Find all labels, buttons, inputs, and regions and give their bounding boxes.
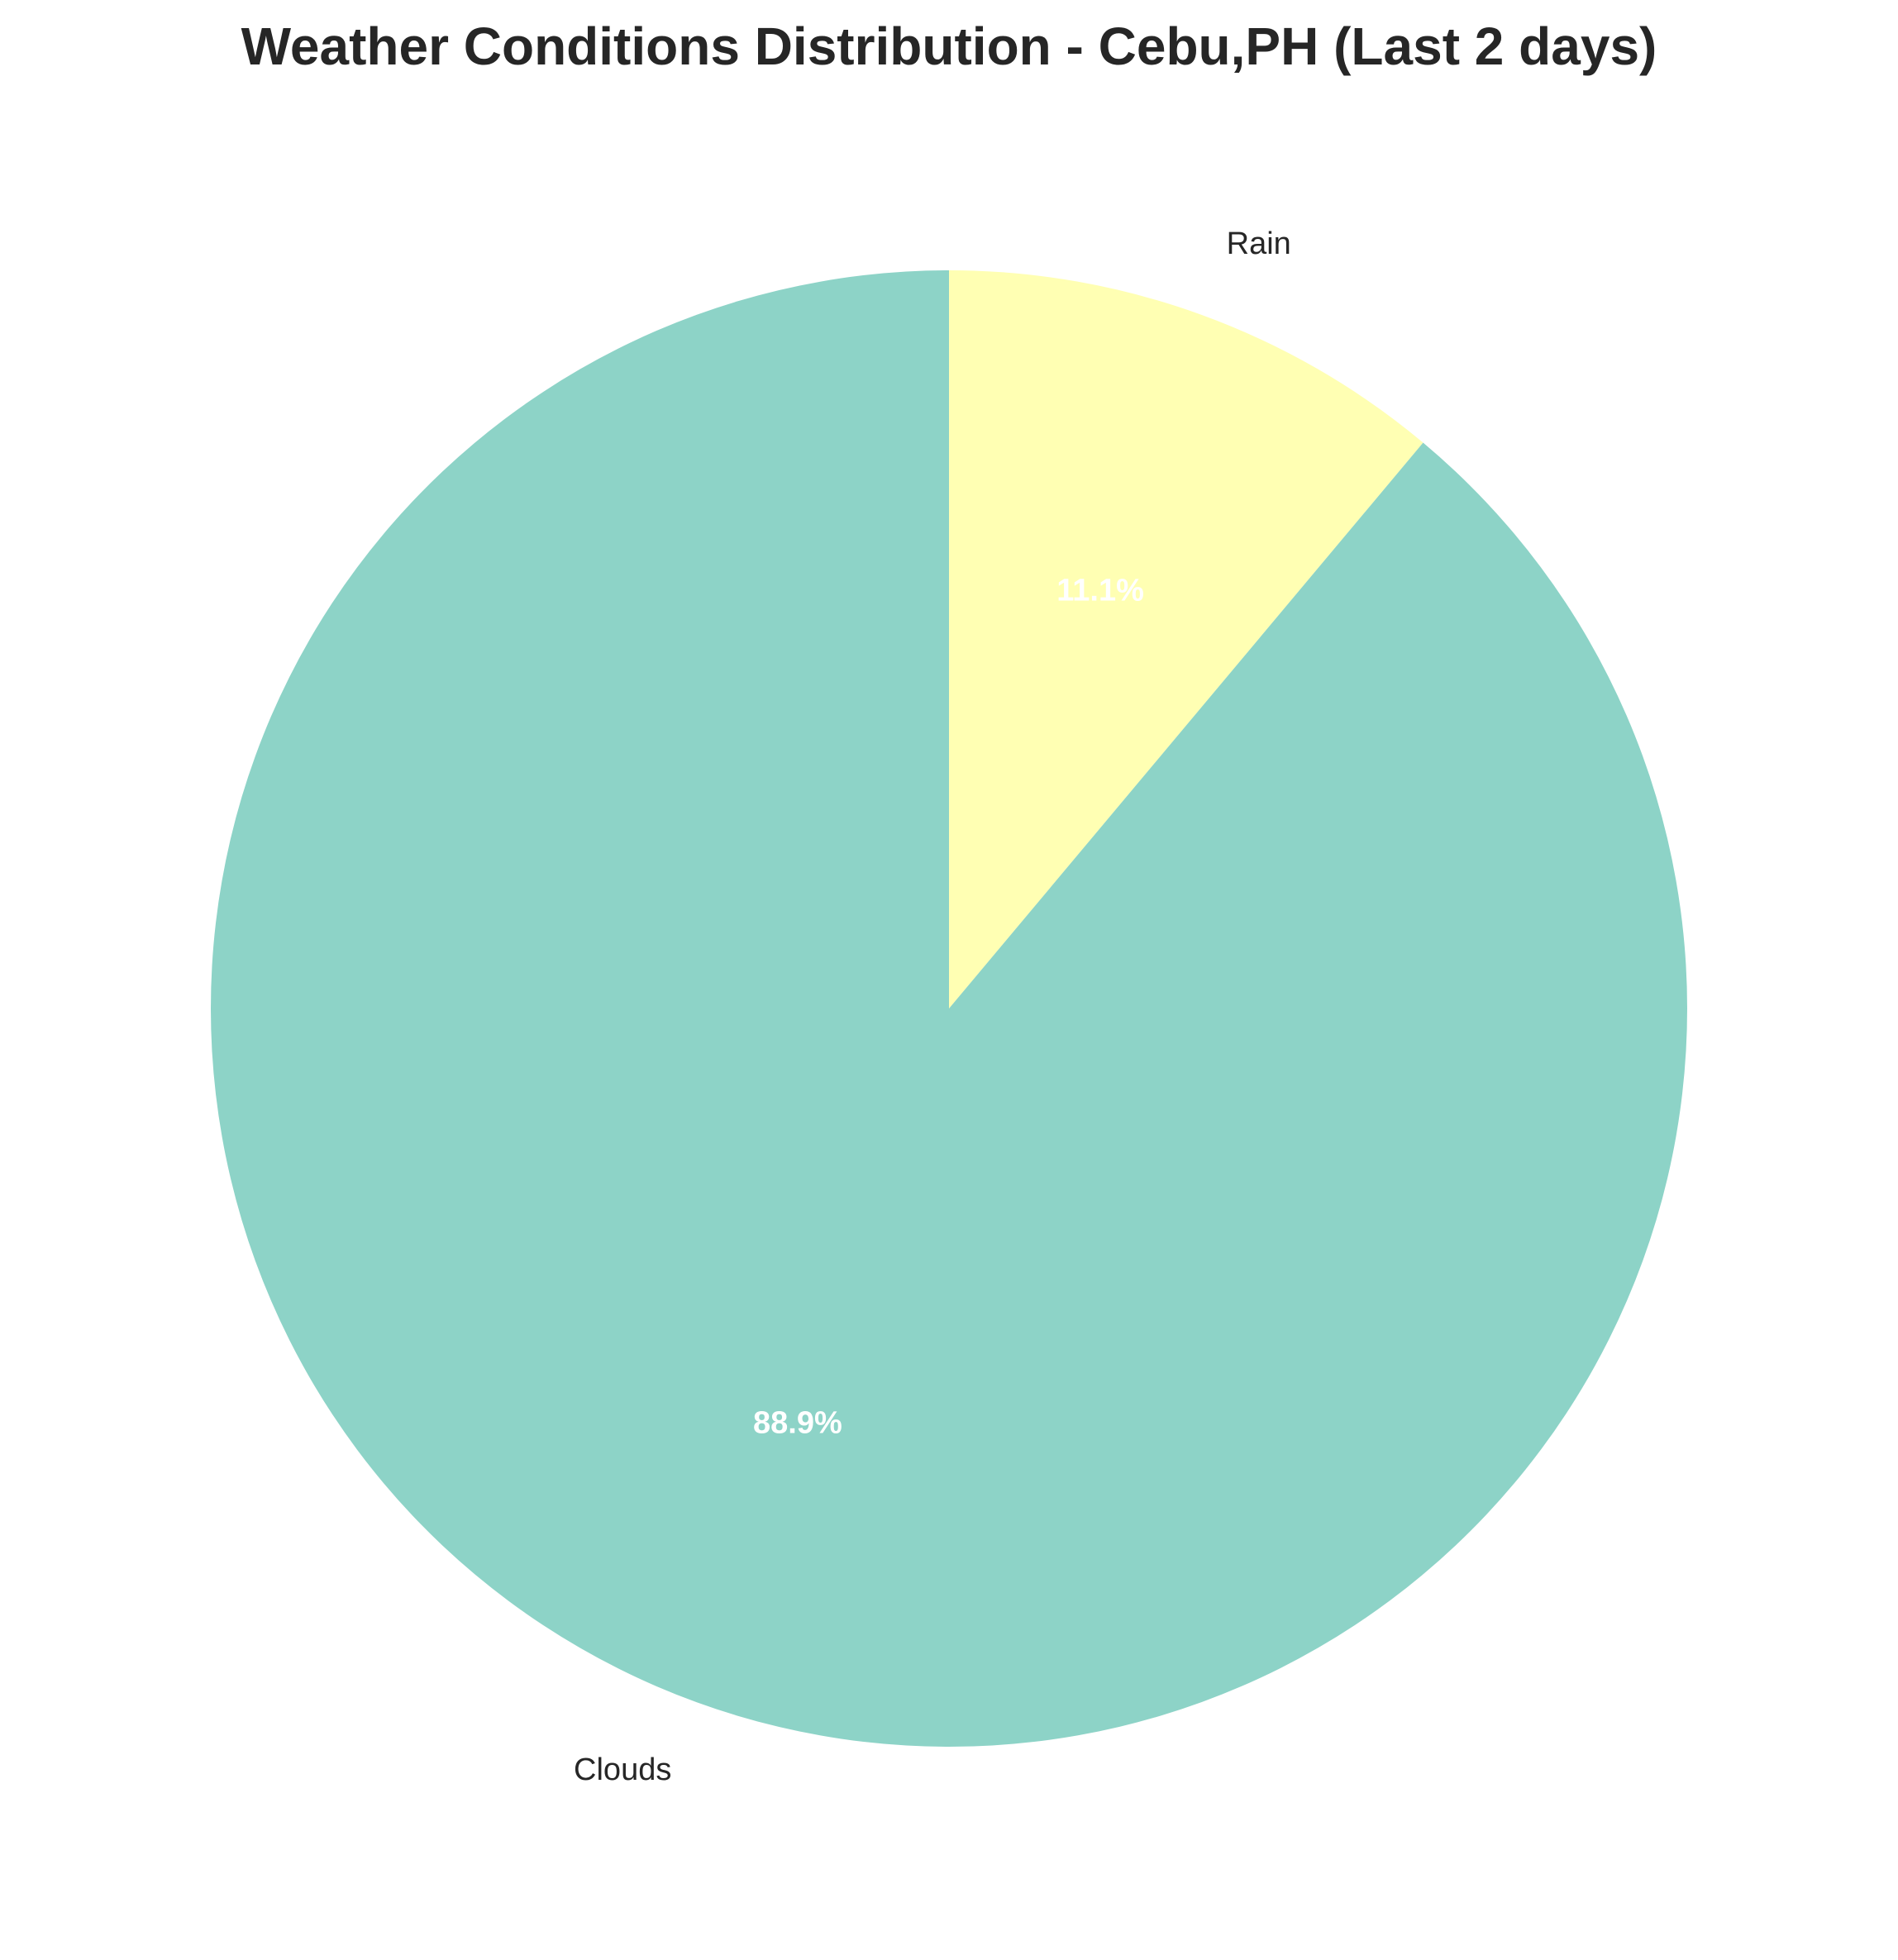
pct-label-clouds: 88.9% — [753, 1406, 842, 1441]
pie-slice-clouds — [210, 270, 1687, 1747]
pct-label-rain: 11.1% — [1056, 573, 1144, 608]
pie-slice-rain — [949, 270, 1424, 1009]
chart-title: Weather Conditions Distribution - Cebu,P… — [241, 17, 1657, 76]
slice-label-clouds: Clouds — [574, 1753, 671, 1787]
pie-labels: Rain 11.1% Clouds 88.9% — [574, 227, 1291, 1787]
pie-slices — [210, 270, 1687, 1747]
slice-label-rain: Rain — [1227, 227, 1291, 261]
